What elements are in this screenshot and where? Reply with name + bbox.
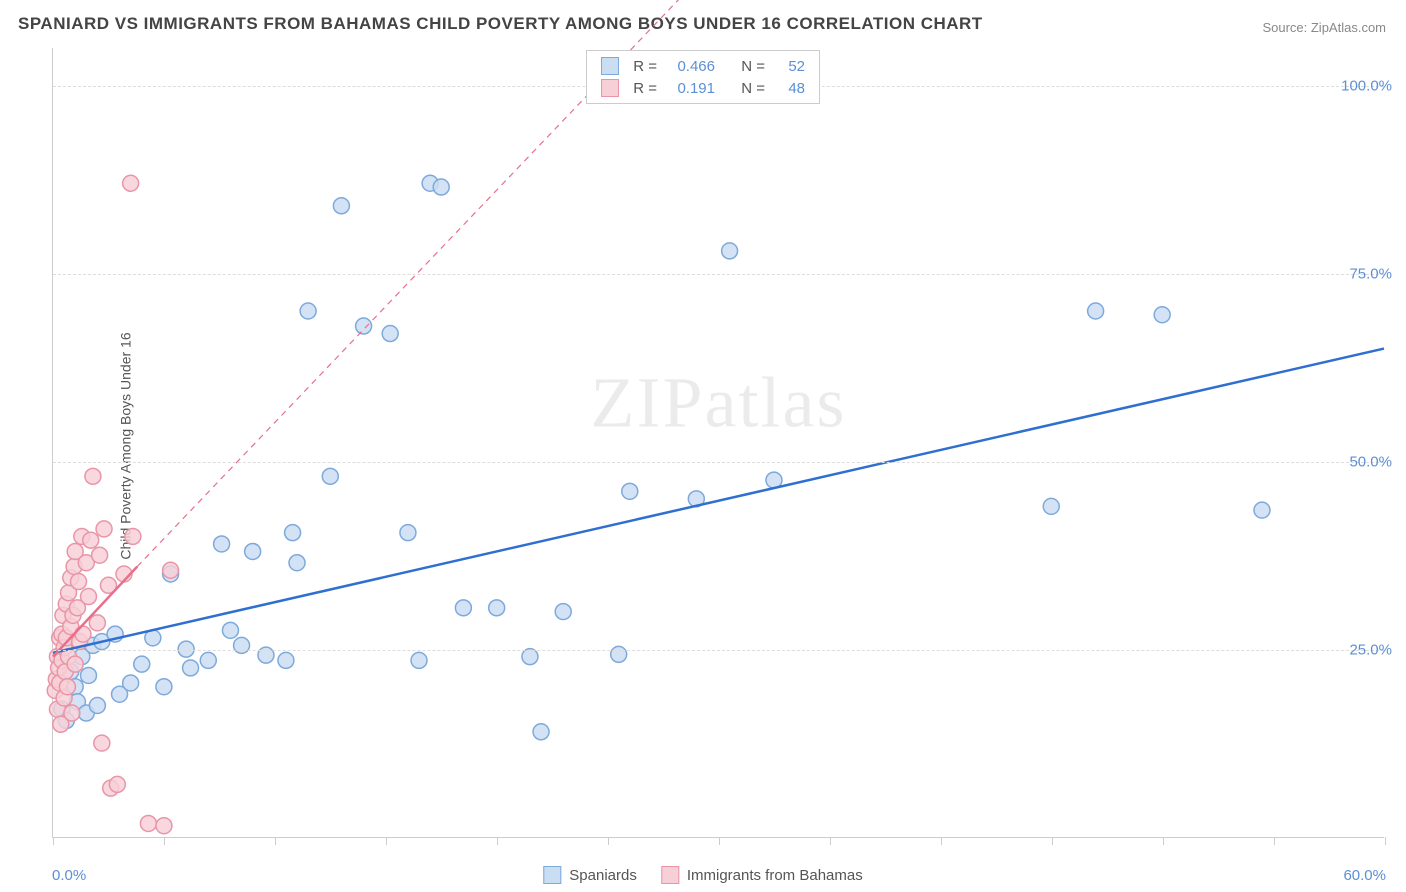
scatter-point <box>183 660 199 676</box>
scatter-point <box>533 724 549 740</box>
stat-n-label: N = <box>739 58 765 75</box>
legend-item: Immigrants from Bahamas <box>661 866 863 884</box>
scatter-point <box>433 179 449 195</box>
x-axis-max-label: 60.0% <box>1343 867 1386 884</box>
scatter-point <box>67 656 83 672</box>
scatter-point <box>455 600 471 616</box>
scatter-point <box>555 604 571 620</box>
scatter-point <box>333 198 349 214</box>
scatter-point <box>400 525 416 541</box>
scatter-point <box>80 589 96 605</box>
scatter-point <box>285 525 301 541</box>
scatter-point <box>140 815 156 831</box>
source-attribution: Source: ZipAtlas.com <box>1262 20 1386 35</box>
scatter-point <box>622 483 638 499</box>
scatter-point <box>1154 307 1170 323</box>
gridline <box>53 274 1384 275</box>
scatter-point <box>234 637 250 653</box>
x-tick <box>941 837 942 845</box>
x-tick <box>830 837 831 845</box>
scatter-point <box>522 649 538 665</box>
scatter-point <box>245 543 261 559</box>
scatter-point <box>85 468 101 484</box>
correlation-stat-box: R = 0.466 N = 52 R = 0.191 N = 48 <box>586 50 820 104</box>
y-tick-label: 25.0% <box>1349 641 1392 658</box>
scatter-point <box>64 705 80 721</box>
scatter-point <box>1088 303 1104 319</box>
scatter-point <box>214 536 230 552</box>
scatter-point <box>80 667 96 683</box>
x-tick <box>1163 837 1164 845</box>
scatter-point <box>96 521 112 537</box>
stat-n-value: 52 <box>775 58 805 75</box>
scatter-point <box>75 626 91 642</box>
plot-area: ZIPatlas <box>52 48 1384 838</box>
legend: Spaniards Immigrants from Bahamas <box>543 866 862 884</box>
stat-r-value: 0.466 <box>667 58 715 75</box>
scatter-point <box>92 547 108 563</box>
scatter-point <box>382 326 398 342</box>
scatter-point <box>59 679 75 695</box>
scatter-point <box>289 555 305 571</box>
stat-n-label: N = <box>739 80 765 97</box>
x-tick <box>497 837 498 845</box>
legend-swatch <box>661 866 679 884</box>
scatter-point <box>489 600 505 616</box>
y-tick-label: 100.0% <box>1341 77 1392 94</box>
scatter-point <box>1043 498 1059 514</box>
scatter-point <box>123 175 139 191</box>
x-tick <box>164 837 165 845</box>
x-tick <box>1052 837 1053 845</box>
legend-swatch <box>601 57 619 75</box>
scatter-point <box>134 656 150 672</box>
scatter-point <box>722 243 738 259</box>
scatter-point <box>71 574 87 590</box>
x-tick <box>608 837 609 845</box>
stat-r-value: 0.191 <box>667 80 715 97</box>
y-tick-label: 75.0% <box>1349 265 1392 282</box>
scatter-point <box>156 818 172 834</box>
legend-label: Immigrants from Bahamas <box>687 867 863 884</box>
stat-row: R = 0.466 N = 52 <box>587 55 819 77</box>
scatter-svg <box>53 48 1384 837</box>
stat-r-label: R = <box>629 80 657 97</box>
y-tick-label: 50.0% <box>1349 453 1392 470</box>
x-tick <box>275 837 276 845</box>
scatter-point <box>1254 502 1270 518</box>
scatter-point <box>83 532 99 548</box>
scatter-point <box>109 776 125 792</box>
scatter-point <box>611 646 627 662</box>
scatter-point <box>156 679 172 695</box>
scatter-point <box>200 652 216 668</box>
stat-r-label: R = <box>629 58 657 75</box>
scatter-point <box>356 318 372 334</box>
scatter-point <box>278 652 294 668</box>
scatter-point <box>411 652 427 668</box>
scatter-point <box>163 562 179 578</box>
legend-swatch <box>543 866 561 884</box>
stat-n-value: 48 <box>775 80 805 97</box>
stat-row: R = 0.191 N = 48 <box>587 77 819 99</box>
x-tick <box>386 837 387 845</box>
trend-line-spaniards <box>53 349 1384 653</box>
legend-swatch <box>601 79 619 97</box>
legend-item: Spaniards <box>543 866 637 884</box>
scatter-point <box>89 698 105 714</box>
scatter-point <box>94 735 110 751</box>
x-tick <box>719 837 720 845</box>
legend-label: Spaniards <box>569 867 637 884</box>
scatter-point <box>222 622 238 638</box>
scatter-point <box>300 303 316 319</box>
x-tick <box>53 837 54 845</box>
gridline <box>53 462 1384 463</box>
scatter-point <box>89 615 105 631</box>
scatter-point <box>123 675 139 691</box>
x-axis-min-label: 0.0% <box>52 867 86 884</box>
scatter-point <box>125 528 141 544</box>
chart-title: SPANIARD VS IMMIGRANTS FROM BAHAMAS CHIL… <box>18 14 983 34</box>
gridline <box>53 650 1384 651</box>
x-tick <box>1385 837 1386 845</box>
scatter-point <box>322 468 338 484</box>
x-tick <box>1274 837 1275 845</box>
